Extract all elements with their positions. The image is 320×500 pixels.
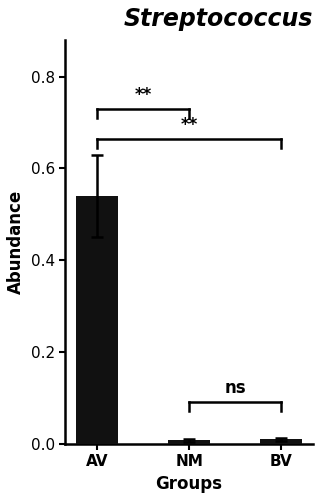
Text: ns: ns <box>224 379 246 397</box>
Bar <box>260 440 302 444</box>
Text: **: ** <box>134 86 152 104</box>
Bar <box>76 196 118 444</box>
Y-axis label: Abundance: Abundance <box>7 190 25 294</box>
Text: Streptococcus: Streptococcus <box>124 7 313 31</box>
Bar <box>168 440 210 444</box>
X-axis label: Groups: Groups <box>156 475 223 493</box>
Text: **: ** <box>180 116 198 134</box>
